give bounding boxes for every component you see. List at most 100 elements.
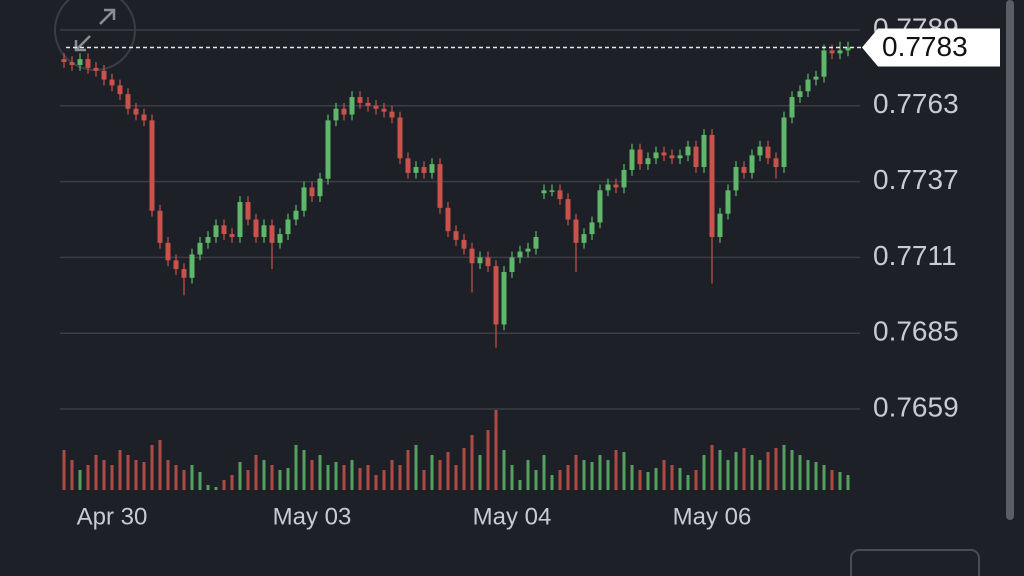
- candle-body: [197, 242, 203, 255]
- candle-body: [269, 225, 275, 243]
- candle-body: [333, 108, 339, 121]
- candle-body: [373, 105, 379, 109]
- candle-body: [589, 222, 595, 235]
- candle-body: [445, 207, 451, 232]
- volume-bar: [358, 468, 362, 490]
- volume-bar: [494, 410, 498, 490]
- candle-body: [549, 190, 555, 192]
- candle-body: [565, 199, 571, 220]
- candle-body: [621, 169, 627, 188]
- volume-bar: [606, 460, 610, 490]
- volume-bar: [806, 460, 810, 490]
- volume-bar: [702, 455, 706, 490]
- candle-body: [733, 167, 739, 191]
- volume-bar: [438, 460, 442, 490]
- candle-body: [93, 67, 99, 71]
- candle-body: [437, 164, 443, 208]
- volume-bar: [598, 455, 602, 490]
- volume-bar: [614, 450, 618, 490]
- volume-bar: [190, 465, 194, 490]
- last-price-label: 0.7783: [882, 31, 968, 62]
- volume-bar: [742, 448, 746, 490]
- volume-bar: [342, 465, 346, 490]
- candle-body: [421, 167, 427, 173]
- candle-body: [341, 108, 347, 115]
- candle-body: [109, 79, 115, 86]
- volume-bar: [126, 455, 130, 490]
- volume-bar: [414, 445, 418, 490]
- candle-body: [637, 149, 643, 165]
- candle-body: [61, 59, 67, 63]
- volume-bar: [158, 440, 162, 490]
- candle-body: [789, 97, 795, 118]
- candle-body: [485, 257, 491, 267]
- candle-body: [837, 50, 843, 54]
- volume-bar: [446, 452, 450, 490]
- candle-body: [381, 108, 387, 112]
- candle-body: [653, 152, 659, 159]
- y-tick-label: 0.7737: [873, 164, 959, 195]
- volume-bar: [758, 460, 762, 490]
- candle-body: [125, 94, 131, 109]
- candle-body: [517, 251, 523, 258]
- volume-bar: [470, 435, 474, 490]
- volume-bar: [734, 452, 738, 490]
- candle-body: [701, 134, 707, 168]
- candle-body: [525, 248, 531, 252]
- candle-body: [293, 210, 299, 220]
- volume-bar: [678, 468, 682, 490]
- candle-body: [133, 108, 139, 115]
- candle-body: [477, 257, 483, 264]
- volume-bar: [534, 470, 538, 490]
- volume-bar: [686, 475, 690, 490]
- candle-body: [845, 47, 851, 51]
- candle-body: [469, 248, 475, 264]
- volume-bar: [518, 480, 522, 490]
- y-tick-label: 0.7659: [873, 391, 959, 422]
- volume-bar: [454, 465, 458, 490]
- candle-body: [365, 102, 371, 106]
- candle-body: [213, 225, 219, 237]
- volume-bar: [350, 460, 354, 490]
- volume-bar: [374, 475, 378, 490]
- candle-body: [677, 155, 683, 159]
- volume-bar: [502, 450, 506, 490]
- last-price-box: [862, 28, 1000, 67]
- volume-bar: [750, 455, 754, 490]
- candle-body: [605, 184, 611, 191]
- volume-bar: [542, 455, 546, 490]
- candle-body: [317, 178, 323, 197]
- volume-bar: [654, 468, 658, 490]
- volume-bar: [262, 460, 266, 490]
- candle-body: [709, 134, 715, 237]
- candle-body: [541, 190, 547, 194]
- volume-bar: [694, 470, 698, 490]
- candle-body: [221, 225, 227, 235]
- volume-bar: [318, 455, 322, 490]
- candle-body: [829, 50, 835, 54]
- volume-bar: [310, 460, 314, 490]
- candle-body: [413, 167, 419, 173]
- volume-bar: [86, 465, 90, 490]
- candle-body: [661, 152, 667, 156]
- volume-bar: [214, 487, 218, 490]
- volume-bar: [798, 455, 802, 490]
- candle-body: [581, 234, 587, 243]
- bottom-button[interactable]: [850, 549, 980, 576]
- candle-body: [285, 219, 291, 235]
- candle-body: [717, 213, 723, 237]
- volume-bar: [302, 450, 306, 490]
- candle-body: [813, 76, 819, 80]
- y-tick-label: 0.7763: [873, 88, 959, 119]
- volume-bar: [326, 465, 330, 490]
- volume-bar: [782, 445, 786, 490]
- volume-bar: [526, 460, 530, 490]
- candle-body: [165, 242, 171, 261]
- candle-body: [533, 236, 539, 249]
- volume-bar: [390, 460, 394, 490]
- volume-bar: [814, 462, 818, 490]
- volume-bar: [198, 472, 202, 490]
- volume-bar: [270, 465, 274, 490]
